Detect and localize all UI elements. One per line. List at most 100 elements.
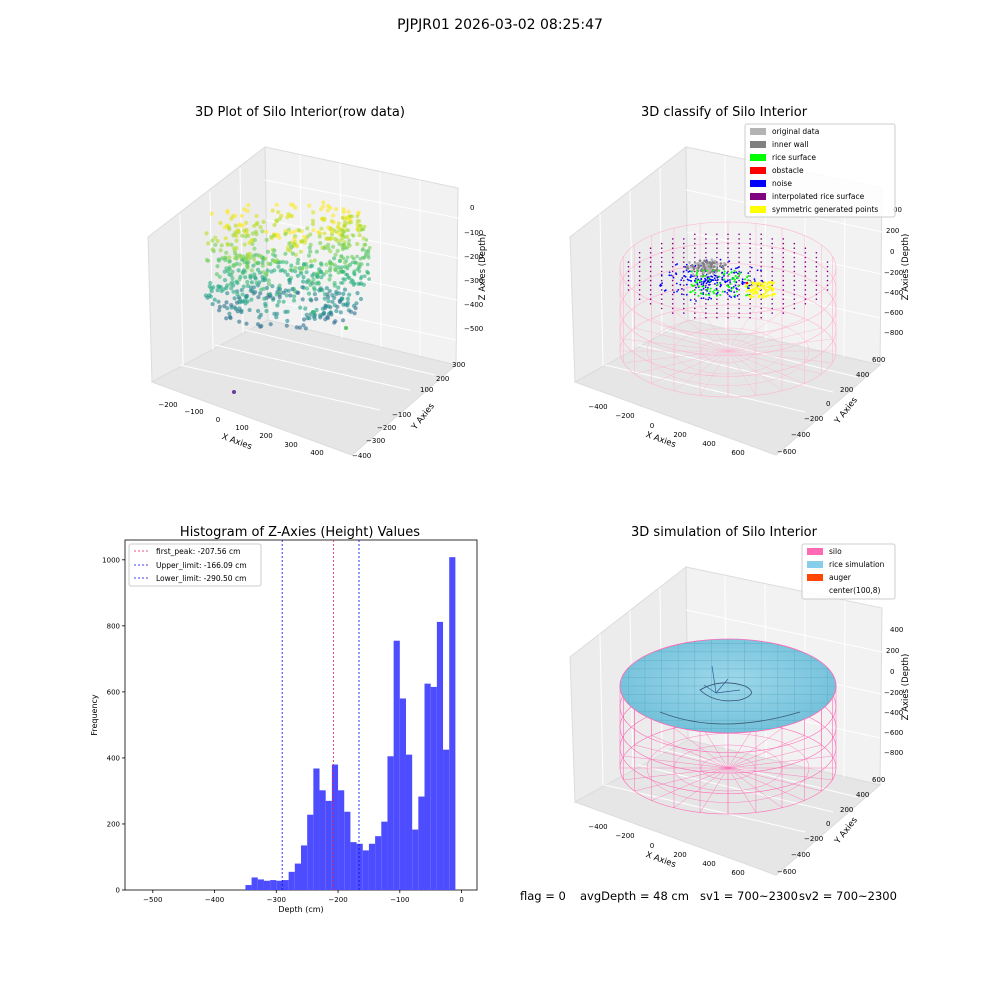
interpolated-point [749,233,751,236]
interpolated-point [760,256,762,259]
interpolated-point [671,275,674,277]
raw-point [300,266,305,271]
raw-point [229,272,234,278]
interpolated-point [804,284,807,287]
symmetric-point [769,284,772,287]
raw-point [268,322,273,327]
y-tick-label: 400 [107,754,120,762]
raw-point [217,284,222,289]
raw-point [318,261,324,266]
raw-point [341,277,345,281]
raw-point [337,241,342,246]
raw-point [353,306,358,311]
interpolated-point [627,275,630,277]
interpolated-point [815,265,818,268]
raw-point [330,236,335,241]
interpolated-point [660,261,663,263]
raw-point [345,221,349,225]
raw-point [292,294,297,299]
raw-point [307,316,312,321]
interpolated-point [749,242,751,245]
histogram-bar [288,871,295,890]
raw-point [332,256,337,261]
raw-point [249,297,254,302]
rice-surface-point [718,269,721,272]
z-tick-label: −800 [884,749,903,757]
interpolated-point [804,256,807,259]
legend-frame [744,123,896,218]
raw-point [351,234,356,238]
raw-point [290,287,295,292]
interpolated-point [771,312,773,314]
z-tick-label: −600 [884,729,903,737]
noise-point [689,299,692,301]
interpolated-point [716,256,718,259]
noise-point [756,269,759,272]
raw-point [355,241,360,247]
raw-point [208,280,213,286]
symmetric-point [750,296,753,299]
raw-point [286,245,291,250]
raw-point [366,270,370,275]
symmetric-point [749,288,752,291]
raw-point [358,296,364,302]
interpolated-point [705,242,707,245]
raw-point [293,205,298,210]
interpolated-point [694,289,696,291]
interpolated-point [815,270,818,273]
wall-point [703,259,706,263]
wall-point [706,268,710,271]
interpolated-point [793,284,796,287]
interpolated-point [716,242,718,245]
noise-point [741,278,744,281]
raw-point [259,324,264,329]
raw-point [358,257,363,261]
interpolated-point [705,316,707,319]
raw-point [237,306,242,311]
raw-point [214,272,219,277]
interpolated-point [804,303,807,305]
noise-point [724,281,727,284]
raw-point [225,283,230,288]
noise-point [700,278,703,280]
raw-point [298,305,303,310]
rice-surface-point [747,279,750,282]
rice-contour [659,711,801,725]
interpolated-point [705,238,707,240]
legend-swatch-obstacle [750,167,766,174]
rice-surface-point [716,284,719,287]
panel-simulation: 3D simulation of Silo Interior [569,525,911,877]
noise-point [687,271,690,273]
raw-point [264,229,269,234]
interpolated-point [793,242,796,245]
rice-simulation-surface [619,638,837,734]
raw-point [239,213,244,218]
x-tick-label: 400 [702,860,715,868]
raw-point [240,292,245,297]
raw-point [222,278,228,283]
noise-point [753,278,756,280]
raw-point [362,274,367,279]
raw-point [219,243,224,248]
interpolated-point [694,238,696,240]
interpolated-point [660,265,663,268]
silo-wireframe [619,221,837,398]
raw-point [324,269,329,275]
noise-point [735,271,738,274]
raw-point [227,311,232,316]
histogram-bar [399,698,406,890]
raw-point [331,213,336,218]
wall-point [713,261,716,265]
histogram-bar [325,800,332,890]
raw-point [326,242,331,247]
symmetric-point [758,288,761,291]
interpolated-point [826,261,829,263]
rice-surface-point [718,275,721,278]
raw-point [352,257,356,261]
panel-title: 3D classify of Silo Interior [641,105,808,120]
noise-point [715,293,718,295]
interpolated-point [660,307,663,310]
raw-point [270,252,276,257]
raw-point [225,291,230,296]
wall-point [719,262,723,265]
